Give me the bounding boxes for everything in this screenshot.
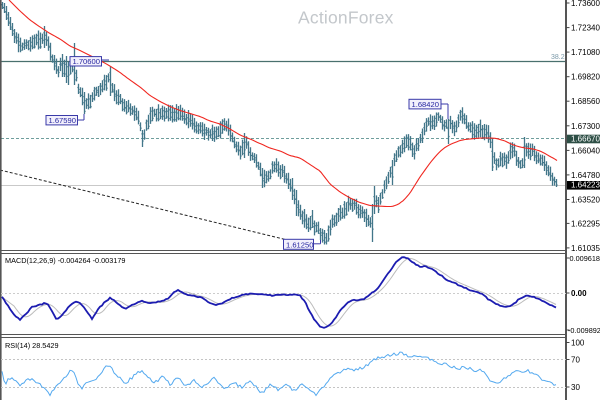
svg-text:1.61250: 1.61250 <box>286 240 313 249</box>
svg-text:-0.009892: -0.009892 <box>568 326 600 335</box>
svg-text:ActionForex: ActionForex <box>298 8 394 28</box>
svg-text:1.68420: 1.68420 <box>412 100 439 109</box>
svg-text:RSI(14) 28.5429: RSI(14) 28.5429 <box>5 341 59 350</box>
svg-text:1.66670: 1.66670 <box>571 134 600 143</box>
svg-text:1.61035: 1.61035 <box>571 244 600 253</box>
svg-text:1.73600: 1.73600 <box>571 0 600 8</box>
svg-text:1.64780: 1.64780 <box>571 171 600 180</box>
svg-text:0.00: 0.00 <box>571 289 587 298</box>
svg-text:1.67300: 1.67300 <box>571 122 600 131</box>
svg-text:1.64223: 1.64223 <box>571 181 600 190</box>
svg-text:1.71080: 1.71080 <box>571 48 600 57</box>
svg-text:1.70600: 1.70600 <box>73 57 100 66</box>
svg-text:1.69820: 1.69820 <box>571 73 600 82</box>
svg-text:70: 70 <box>571 356 580 365</box>
svg-text:1.67590: 1.67590 <box>49 116 76 125</box>
svg-text:MACD(12,26,9) -0.004264 -0.003: MACD(12,26,9) -0.004264 -0.003179 <box>5 256 125 265</box>
svg-text:30: 30 <box>571 383 580 392</box>
svg-text:38.2: 38.2 <box>551 54 565 61</box>
svg-text:1.72340: 1.72340 <box>571 24 600 33</box>
svg-text:100: 100 <box>571 339 585 348</box>
svg-text:0.009618: 0.009618 <box>570 254 600 263</box>
svg-text:1.66040: 1.66040 <box>571 146 600 155</box>
svg-text:1.62295: 1.62295 <box>571 219 600 228</box>
svg-text:1.63520: 1.63520 <box>571 196 600 205</box>
svg-text:1.68560: 1.68560 <box>571 97 600 106</box>
